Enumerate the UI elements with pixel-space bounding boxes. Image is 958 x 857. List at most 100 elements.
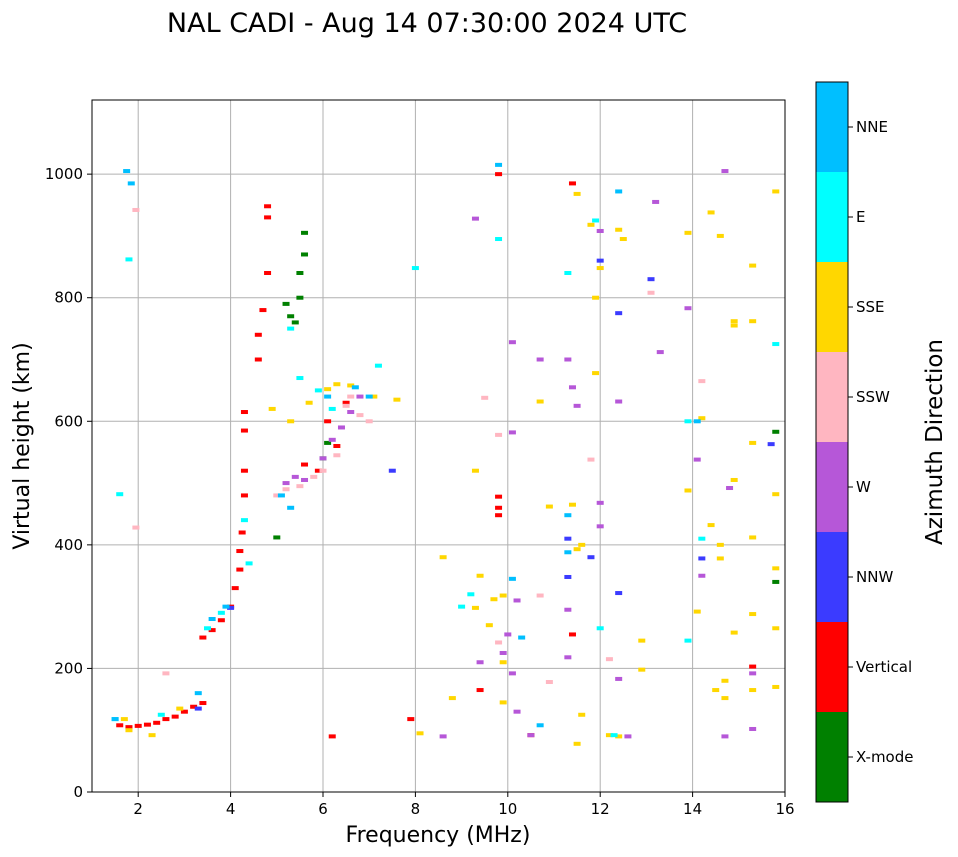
data-point-ssw [333, 453, 341, 458]
data-point-w [698, 573, 706, 578]
data-point-vertical [301, 462, 309, 467]
data-point-e [458, 604, 466, 609]
data-point-sse [749, 319, 757, 324]
data-point-vertical [259, 308, 267, 313]
colorbar-label: NNW [856, 568, 893, 586]
data-point-x-mode [287, 314, 295, 319]
data-point-x-mode [273, 535, 281, 540]
data-point-x-mode [301, 252, 309, 257]
data-point-e [314, 388, 322, 393]
data-point-sse [619, 237, 627, 242]
data-point-w [347, 410, 355, 415]
y-axis-ticks: 0 200 400 600 800 1000 [45, 165, 92, 801]
data-point-vertical [568, 632, 576, 637]
colorbar-swatch-e [816, 172, 848, 262]
data-point-w [291, 474, 299, 479]
data-point-sse [716, 542, 724, 547]
grid-lines [92, 100, 786, 793]
data-point-x-mode [291, 320, 299, 325]
data-point-nne [111, 717, 119, 722]
data-point-sse [721, 678, 729, 683]
x-axis-ticks: 2 4 6 8 10 12 14 16 [133, 792, 795, 818]
data-point-nne [127, 181, 135, 186]
data-point-vertical [134, 723, 142, 728]
data-point-w [656, 350, 664, 355]
data-point-nne [495, 162, 503, 167]
data-point-e [592, 218, 600, 223]
data-point-sse [324, 387, 332, 392]
data-point-sse [499, 660, 507, 665]
data-point-sse [578, 712, 586, 717]
data-point-sse [578, 542, 586, 547]
data-point-sse [499, 593, 507, 598]
data-point-ssw [495, 432, 503, 437]
data-point-w [615, 676, 623, 681]
colorbar-label: E [856, 208, 865, 226]
data-point-ssw [347, 394, 355, 399]
data-point-nne [508, 576, 516, 581]
data-point-w [726, 486, 734, 491]
data-point-vertical [217, 618, 225, 623]
data-point-sse [730, 323, 738, 328]
data-point-sse [684, 488, 692, 493]
data-point-nnw [767, 442, 775, 447]
data-point-vertical [240, 428, 248, 433]
data-point-sse [772, 566, 780, 571]
data-point-w [527, 733, 535, 738]
data-point-w [596, 228, 604, 233]
data-point-w [564, 655, 572, 660]
data-point-vertical [240, 468, 248, 473]
data-point-sse [693, 609, 701, 614]
data-point-nnw [596, 258, 604, 263]
data-point-e [328, 406, 336, 411]
chart-title: NAL CADI - Aug 14 07:30:00 2024 UTC [167, 8, 687, 39]
data-point-vertical [495, 505, 503, 510]
data-point-e [125, 257, 133, 262]
data-points [111, 162, 780, 746]
x-tick-label: 2 [133, 800, 143, 818]
data-point-vertical [254, 332, 262, 337]
data-point-sse [287, 419, 295, 424]
data-point-w [596, 500, 604, 505]
data-point-nnw [388, 468, 396, 473]
data-point-e [217, 610, 225, 615]
data-point-sse [485, 623, 493, 628]
x-axis-title: Frequency (MHz) [346, 823, 531, 848]
data-point-sse [536, 399, 544, 404]
data-point-ssw [273, 493, 281, 498]
data-point-vertical [495, 172, 503, 177]
data-point-e [204, 626, 211, 631]
data-point-ssw [365, 419, 373, 424]
data-point-sse [638, 667, 646, 672]
data-point-nnw [615, 311, 623, 316]
data-point-ssw [310, 474, 318, 479]
data-point-w [337, 425, 345, 430]
data-point-e [157, 712, 165, 717]
data-point-sse [471, 468, 479, 473]
data-point-w [536, 357, 544, 362]
data-point-vertical [314, 468, 322, 473]
data-point-ssw [536, 593, 544, 598]
colorbar-swatch-nnw [816, 532, 848, 622]
data-point-e [564, 271, 572, 275]
data-point-sse [712, 688, 720, 693]
data-point-ssw [132, 525, 140, 530]
data-point-nne [277, 493, 285, 498]
colorbar-frame [815, 81, 849, 803]
data-point-vertical [236, 567, 244, 572]
data-point-sse [573, 547, 581, 552]
data-point-vertical [153, 720, 161, 725]
data-point-w [471, 216, 479, 221]
data-point-nnw [615, 591, 623, 596]
data-point-w [499, 650, 507, 655]
y-tick-label: 200 [54, 659, 83, 677]
data-point-sse [615, 227, 623, 232]
data-point-w [282, 481, 290, 486]
data-point-nne [536, 723, 544, 728]
data-point-sse [730, 319, 738, 324]
data-point-vertical [162, 717, 170, 722]
data-point-sse [749, 440, 757, 445]
data-point-e [116, 492, 124, 497]
data-point-sse [707, 523, 715, 528]
data-point-vertical [238, 530, 246, 535]
